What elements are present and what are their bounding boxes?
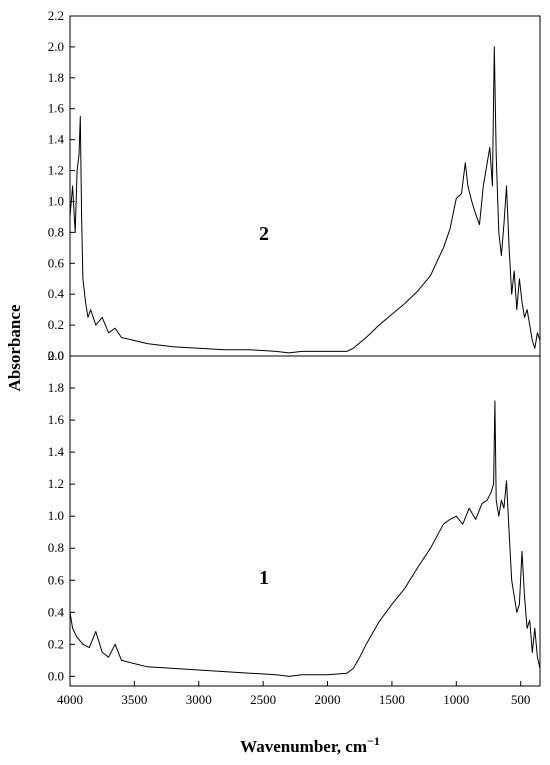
panel-1-y-tick-label: 2.0 — [48, 348, 64, 363]
x-tick-label: 1500 — [379, 692, 405, 707]
panel-1-y-tick-label: 0.2 — [48, 636, 64, 651]
panel-1-y-tick-label: 0.8 — [48, 540, 64, 555]
panel-2-y-tick-label: 1.0 — [48, 193, 64, 208]
panel-2-y-tick-label: 0.4 — [48, 286, 65, 301]
axes-frame — [69, 15, 541, 687]
panel-2-y-tick-label: 0.0 — [48, 348, 64, 363]
x-tick-label: 4000 — [57, 692, 83, 707]
panel-1-y-tick-label: 0.0 — [48, 668, 64, 683]
tick-marks: 0.0 0.2 0.4 0.6 0.8 1.0 1.2 1.4 1.6 1.8 2.0 2.2 0.0 0… — [48, 8, 531, 707]
panel-2-y-tick-label: 1.8 — [48, 70, 64, 85]
x-tick-label: 2500 — [250, 692, 276, 707]
panel-2-y-tick-label: 1.6 — [48, 101, 65, 116]
panel-2-y-tick-label: 0.8 — [48, 224, 64, 239]
panel-1-y-tick-label: 0.6 — [48, 572, 65, 587]
x-axis-title: Wavenumber, cm−1 — [240, 734, 380, 756]
panel-1-y-tick-label: 1.2 — [48, 476, 64, 491]
x-tick-label: 2000 — [315, 692, 341, 707]
panel-1-y-tick-label: 0.4 — [48, 604, 65, 619]
panel-2-y-tick-label: 0.2 — [48, 317, 64, 332]
panel-2-y-tick-label: 2.2 — [48, 8, 64, 23]
panel-1-y-tick-label: 1.4 — [48, 444, 65, 459]
series-lines — [69, 46, 541, 677]
panel-1-y-tick-label: 1.0 — [48, 508, 64, 523]
panel-label-2: 2 — [259, 223, 269, 245]
panel-label-1: 1 — [259, 567, 269, 589]
x-tick-label: 3000 — [186, 692, 212, 707]
chart-labels: 21 — [259, 223, 269, 589]
panel-2-y-tick-label: 1.2 — [48, 163, 64, 178]
panel-2-y-tick-label: 2.0 — [48, 39, 64, 54]
panel-1-frame — [69, 355, 541, 687]
panel-2-y-tick-label: 0.6 — [48, 255, 65, 270]
x-tick-label: 500 — [511, 692, 531, 707]
panel-1-y-tick-label: 1.8 — [48, 380, 64, 395]
y-axis-title: Absorbance — [5, 304, 24, 391]
x-tick-label: 1000 — [443, 692, 469, 707]
x-tick-label: 3500 — [121, 692, 147, 707]
panel-1-spectrum-line — [69, 400, 541, 677]
panel-2-y-tick-label: 1.4 — [48, 132, 65, 147]
panel-2-spectrum-line — [69, 46, 541, 354]
panel-2-frame — [69, 15, 541, 357]
panel-1-y-tick-label: 1.6 — [48, 412, 65, 427]
